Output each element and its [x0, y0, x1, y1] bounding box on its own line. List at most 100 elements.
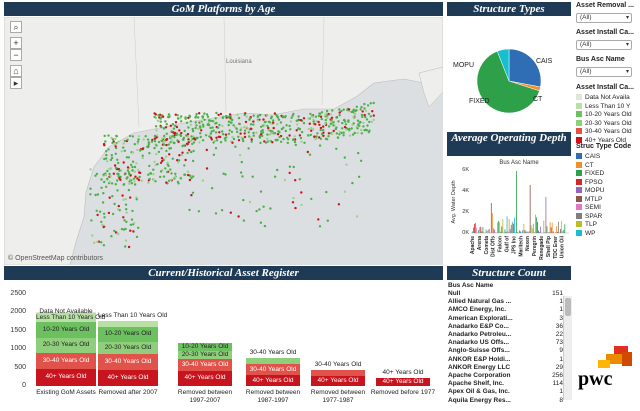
depth-xlabel: Peregrin [532, 236, 538, 256]
platform-marker [102, 212, 106, 215]
count-row[interactable]: ANKOR Energy LLC 29 [448, 363, 563, 372]
legend-swatch [576, 221, 582, 227]
platform-marker [327, 125, 331, 128]
struc-legend-item[interactable]: CAIS [576, 153, 600, 161]
platform-marker [94, 193, 97, 197]
scroll-thumb[interactable] [565, 298, 571, 316]
depth-bar [495, 232, 496, 233]
register-bar-segment[interactable]: 10-20 Years Old [36, 322, 96, 339]
filter-select-2[interactable]: (All) ▾ [576, 67, 632, 77]
struc-legend-item[interactable]: SPAR [576, 212, 602, 221]
structure-types-pie[interactable]: MOPU CAIS FIXED CT [447, 17, 571, 129]
filter-select-0[interactable]: (All) ▾ [576, 13, 632, 23]
register-bar-segment[interactable]: 40+ Years Old [376, 377, 430, 386]
struc-legend-item[interactable]: SEMI [576, 204, 601, 212]
platform-marker [148, 164, 151, 168]
register-bar-segment[interactable]: Less Than 10 Years Old [36, 313, 106, 323]
platform-marker [160, 147, 163, 150]
struc-legend-item[interactable]: CT [576, 161, 594, 170]
count-row[interactable]: Apache Shelf, Inc. 114 [448, 379, 563, 388]
register-bar-segment[interactable]: 20-30 Years Old [36, 338, 96, 353]
pan-home-icon[interactable]: ⌂ [10, 65, 22, 77]
platform-marker [127, 245, 131, 249]
age-legend-item[interactable]: 10-20 Years Old [576, 111, 632, 119]
count-row[interactable]: ANKOR E&P Holdi... 1 [448, 355, 563, 364]
age-legend-item[interactable]: 30-40 Years Old [576, 128, 632, 136]
age-legend-item[interactable]: Less Than 10 Y [576, 102, 630, 111]
struc-legend-item[interactable]: MTLP [576, 195, 602, 204]
platform-marker [359, 159, 363, 162]
zoom-in-icon[interactable]: + [10, 37, 22, 49]
platform-marker [261, 131, 265, 134]
platform-marker [347, 108, 351, 111]
register-bar-segment[interactable] [36, 311, 96, 314]
count-scrollbar[interactable] [563, 296, 572, 400]
platform-marker [355, 105, 358, 109]
platform-marker [338, 130, 342, 134]
platform-marker [214, 147, 218, 150]
count-row[interactable]: American Explorati... 3 [448, 314, 563, 323]
register-bar-segment[interactable]: 20-30 Years Old [98, 342, 158, 355]
struc-legend-item[interactable]: WP [576, 229, 595, 238]
asset-register-chart[interactable]: 0 500 1000 1500 2000 2500 40+ Years Old 30-40 Y… [4, 282, 443, 408]
platform-marker [241, 175, 244, 178]
struc-legend-item[interactable]: FPSO [576, 178, 603, 187]
register-bar-segment[interactable]: 30-40 Years Old [178, 359, 232, 372]
age-legend-item[interactable]: 40+ Years Old [576, 136, 626, 145]
count-row[interactable]: AMCO Energy, Inc. 1 [448, 305, 563, 314]
zoom-search-icon[interactable]: ⌕ [10, 21, 22, 33]
platform-marker [98, 210, 102, 213]
count-value: 73 [555, 339, 563, 347]
legend-swatch [576, 204, 582, 210]
register-bar-segment[interactable]: 40+ Years Old [246, 374, 300, 386]
struc-legend-item[interactable]: FIXED [576, 170, 604, 178]
register-bar-segment[interactable] [246, 358, 300, 364]
select-tool-icon[interactable]: ▸ [10, 77, 22, 89]
count-row[interactable]: Anadarko Petroleu... 22 [448, 330, 563, 339]
register-bar-segment[interactable]: 30-40 Years Old [246, 363, 300, 375]
register-bar-segment[interactable]: 10-20 Years Old [98, 327, 158, 343]
avg-depth-chart[interactable]: Bus Asc Name Avg. Water Depth 6K 4K 2K 0K A… [447, 157, 571, 263]
platform-marker [171, 123, 175, 126]
zoom-out-icon[interactable]: − [10, 49, 22, 61]
platform-marker [96, 193, 100, 196]
count-row[interactable]: Anglo-Suisse Offs... 9 [448, 346, 563, 355]
gulf-map[interactable]: Louisiana ⌕ + − ⌂ ▸ © OpenStreetMap cont… [4, 17, 443, 265]
platform-marker [212, 129, 215, 132]
platform-marker [289, 120, 293, 123]
register-bar-segment[interactable]: 10-20 Years Old [178, 343, 232, 351]
register-bar-segment[interactable] [311, 370, 365, 376]
count-row[interactable]: Apex Oil & Gas, Inc. 1 [448, 387, 563, 396]
count-row[interactable]: Allied Natural Gas ... 1 [448, 297, 563, 306]
register-bar-segment[interactable]: 30-40 Years Old [36, 352, 96, 370]
platform-marker [121, 194, 124, 197]
register-bar-segment[interactable] [98, 320, 158, 328]
register-bar-segment[interactable]: 40+ Years Old [311, 375, 365, 386]
register-bar-segment[interactable]: 30-40 Years Old [98, 354, 158, 371]
filter-select-1[interactable]: (All) ▾ [576, 40, 632, 50]
count-row[interactable]: Apache Corporation 256 [448, 371, 563, 380]
register-bar-segment[interactable]: 40+ Years Old [178, 371, 232, 386]
count-row[interactable]: Anadarko US Offs... 73 [448, 338, 563, 347]
platform-marker [242, 139, 245, 143]
count-row[interactable]: Aquila Energy Res... 8 [448, 396, 563, 405]
age-legend-item[interactable]: Data Not Availa [576, 94, 630, 102]
depth-bar [522, 230, 524, 233]
register-bar-segment[interactable]: 20-30 Years Old [178, 350, 232, 360]
count-value: 22 [555, 331, 563, 338]
register-bar-segment[interactable]: 40+ Years Old [36, 369, 96, 386]
count-row[interactable]: Null 151 [448, 289, 563, 298]
platform-marker [329, 113, 332, 116]
platform-marker [359, 108, 362, 111]
platform-marker [140, 179, 143, 182]
age-legend-item[interactable]: 20-30 Years Old [576, 119, 632, 128]
depth-bar [490, 203, 492, 233]
platform-marker [263, 140, 266, 143]
register-bar-segment[interactable]: 40+ Years Old [98, 370, 158, 386]
platform-marker [169, 147, 172, 150]
platform-marker [205, 167, 209, 170]
count-row[interactable]: Anadarko E&P Co... 36 [448, 322, 563, 331]
depth-ylabel: Avg. Water Depth [451, 180, 457, 223]
struc-legend-item[interactable]: TLP [576, 221, 597, 229]
struc-legend-item[interactable]: MOPU [576, 187, 605, 195]
